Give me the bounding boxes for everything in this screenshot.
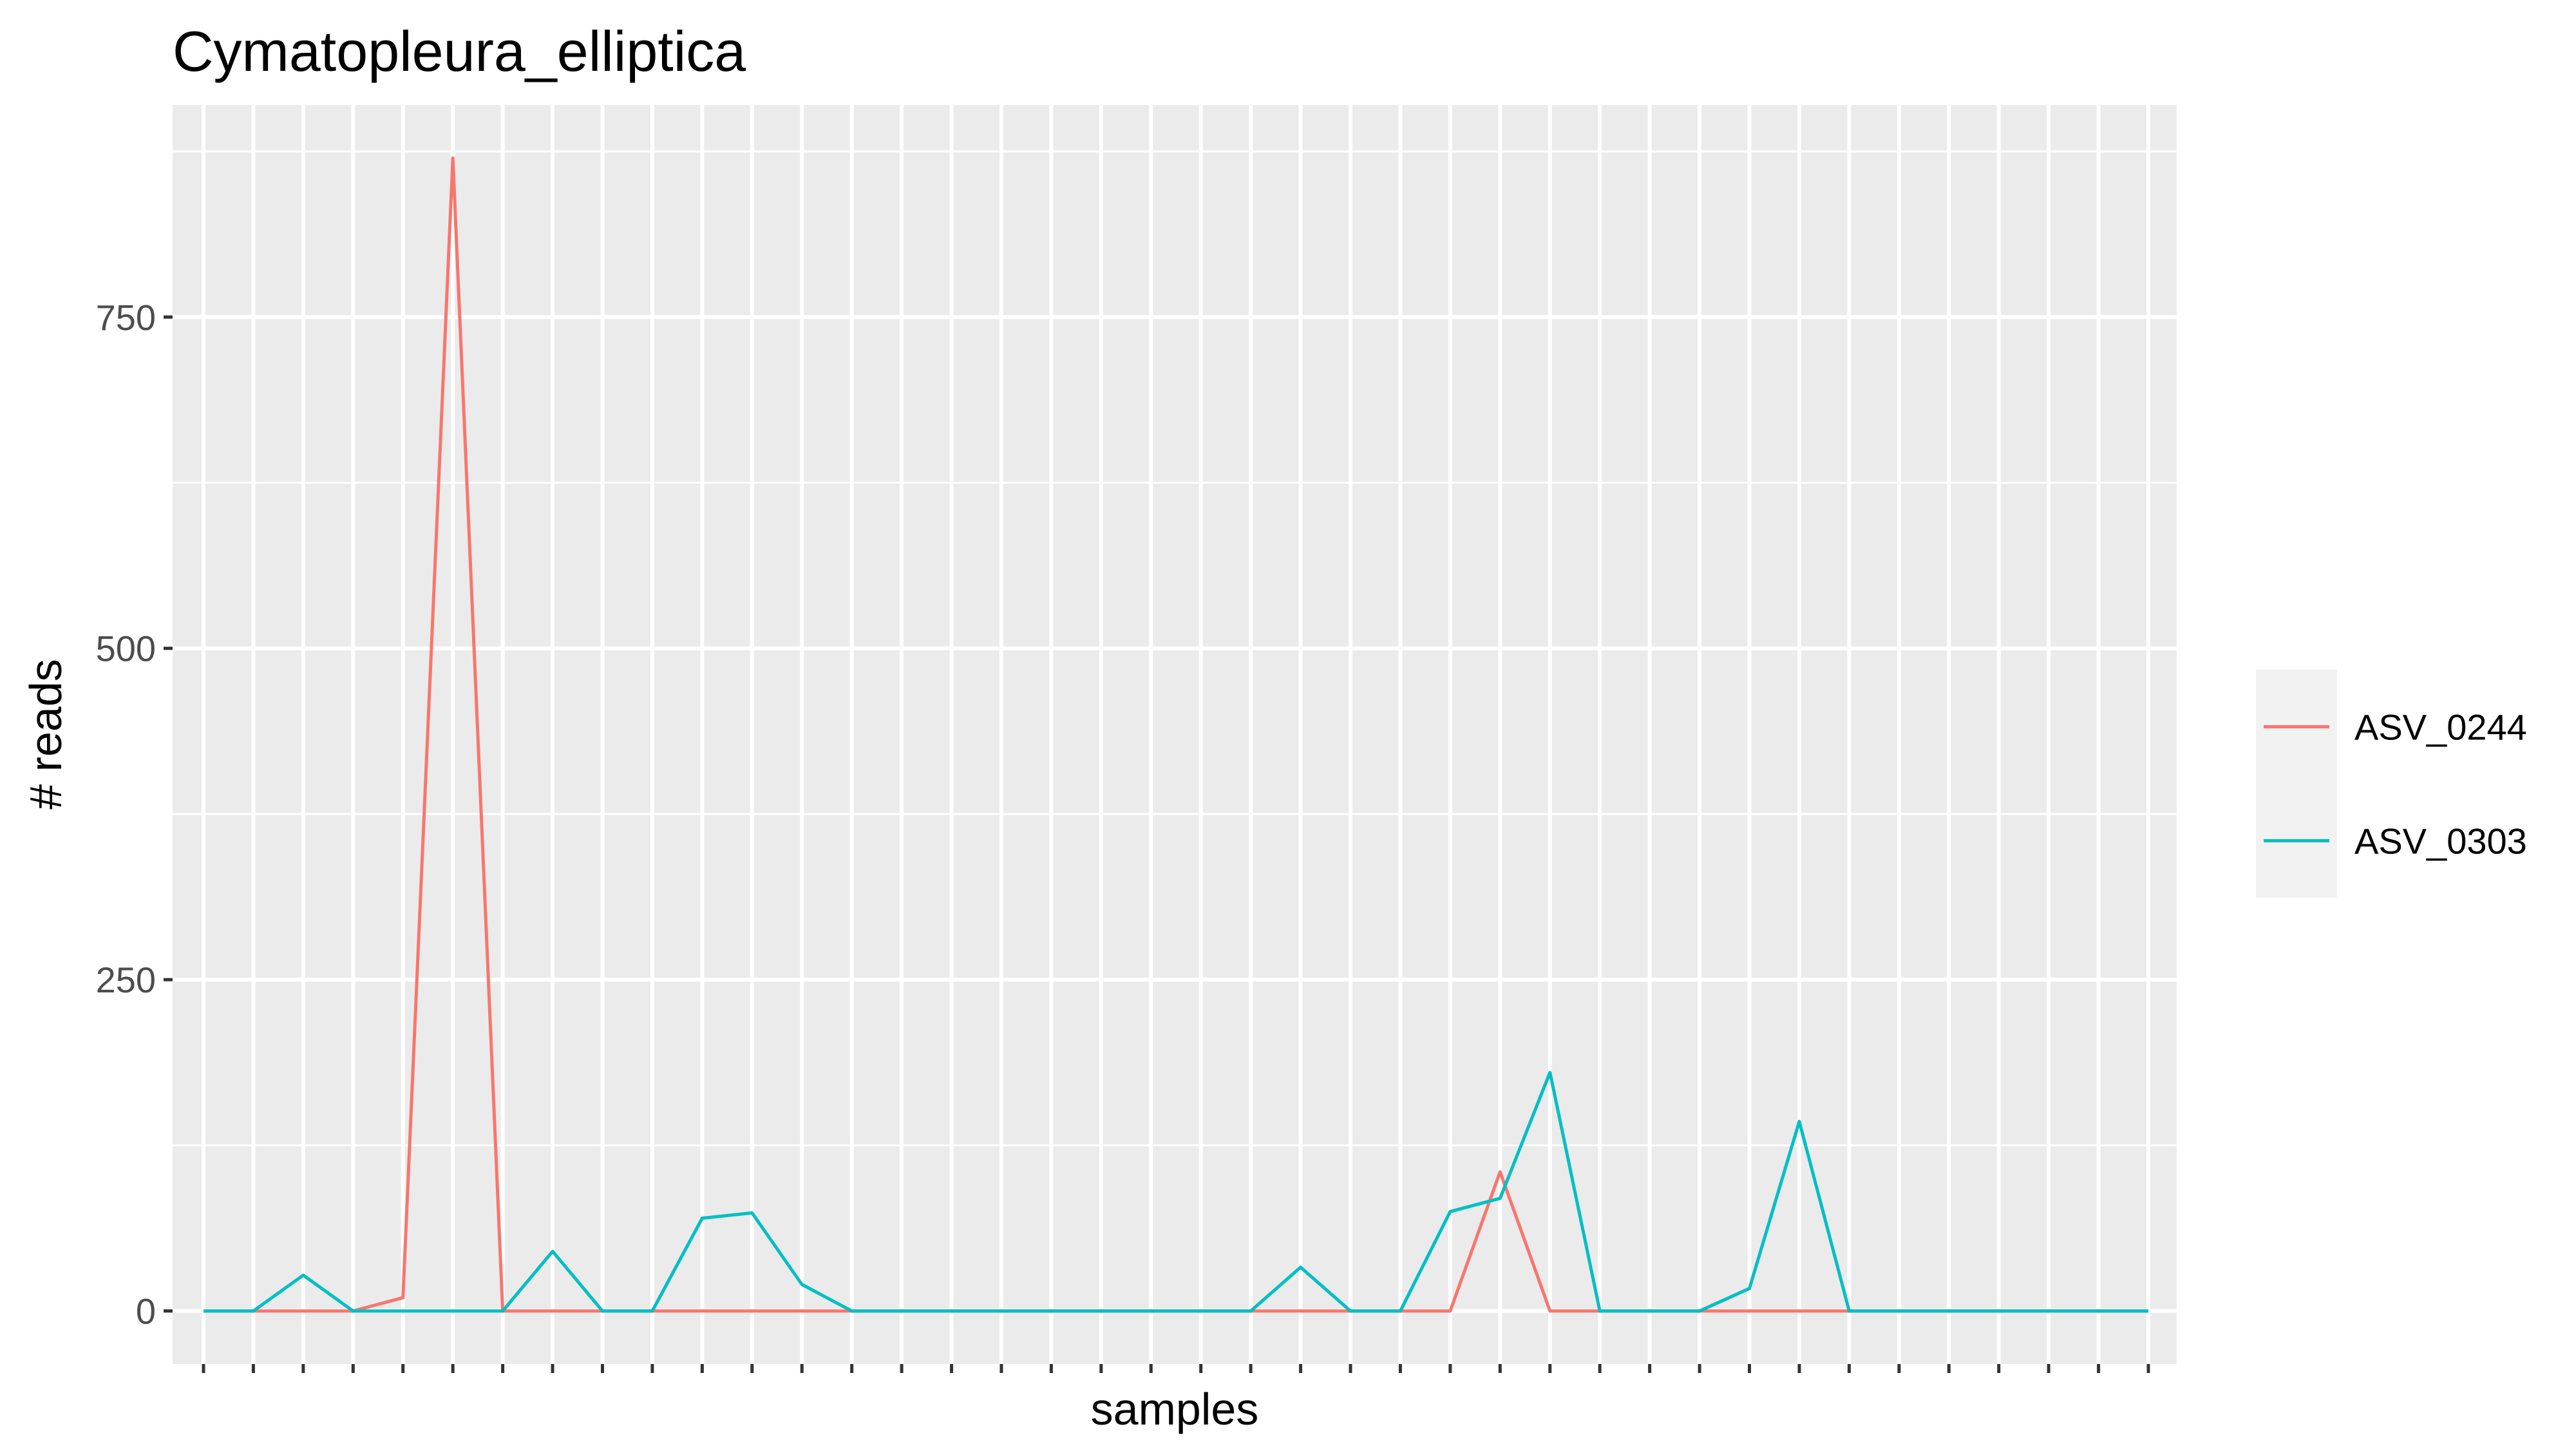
y-tick-label: 250 — [96, 960, 156, 1000]
legend-label: ASV_0303 — [2354, 821, 2527, 862]
series-layer — [204, 156, 2148, 1313]
x-axis — [202, 1364, 2150, 1373]
legend-key-background — [2256, 670, 2337, 898]
y-tick-label: 500 — [96, 629, 156, 669]
x-axis-title: samples — [1091, 1384, 1259, 1434]
y-tick-label: 750 — [96, 297, 156, 337]
minor-gridlines — [173, 150, 2177, 1146]
plot-panel — [173, 105, 2177, 1364]
legend: ASV_0244 ASV_0303 — [2256, 670, 2527, 898]
legend-label: ASV_0244 — [2354, 707, 2527, 748]
major-gridlines — [173, 105, 2177, 1364]
y-axis: 0 250 500 750 — [96, 297, 173, 1332]
series-line-asv-0303 — [204, 1070, 2148, 1313]
y-tick-label: 0 — [136, 1291, 156, 1332]
chart-title: Cymatopleura_elliptica — [173, 19, 746, 83]
y-axis-title: # reads — [21, 659, 71, 809]
